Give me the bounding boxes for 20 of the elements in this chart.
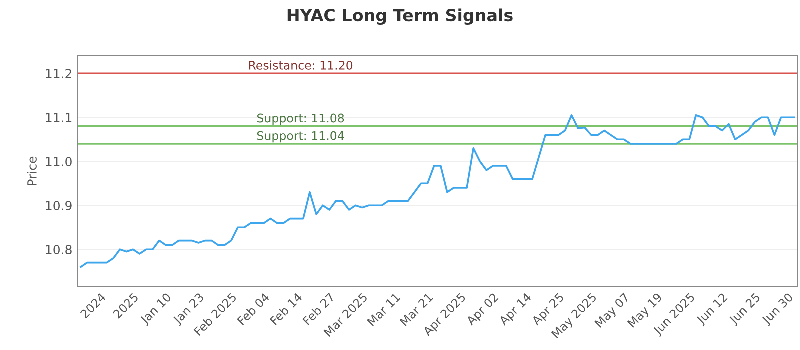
x-tick-label: Feb 14	[270, 292, 303, 326]
x-tick-label: Feb 04	[236, 292, 270, 326]
y-tick-label: 11.1	[46, 113, 72, 122]
y-tick-label: 10.9	[46, 201, 72, 211]
x-tick-label: Mar 11	[367, 292, 401, 327]
y-tick-label: 11.2	[46, 69, 72, 78]
ref-line-label: Support: 11.08	[257, 114, 344, 126]
x-tick-label: Jan 10	[140, 292, 174, 326]
x-tick-label: Jun 25	[728, 292, 762, 327]
y-axis-title: Price	[27, 156, 37, 186]
y-tick-label: 11.0	[46, 157, 72, 167]
line-series	[80, 114, 796, 268]
x-tick-label: Apr 02	[466, 292, 500, 328]
x-tick-label: Apr 14	[498, 292, 534, 328]
x-tick-label: Jun 30	[761, 292, 796, 327]
chart-title: HYAC Long Term Signals	[288, 8, 513, 26]
ref-line-label: Support: 11.04	[257, 131, 344, 143]
x-tick-label: Jun 12	[696, 292, 730, 327]
ref-line-label: Resistance: 11.20	[249, 60, 353, 70]
y-tick-label: 10.8	[46, 245, 72, 255]
